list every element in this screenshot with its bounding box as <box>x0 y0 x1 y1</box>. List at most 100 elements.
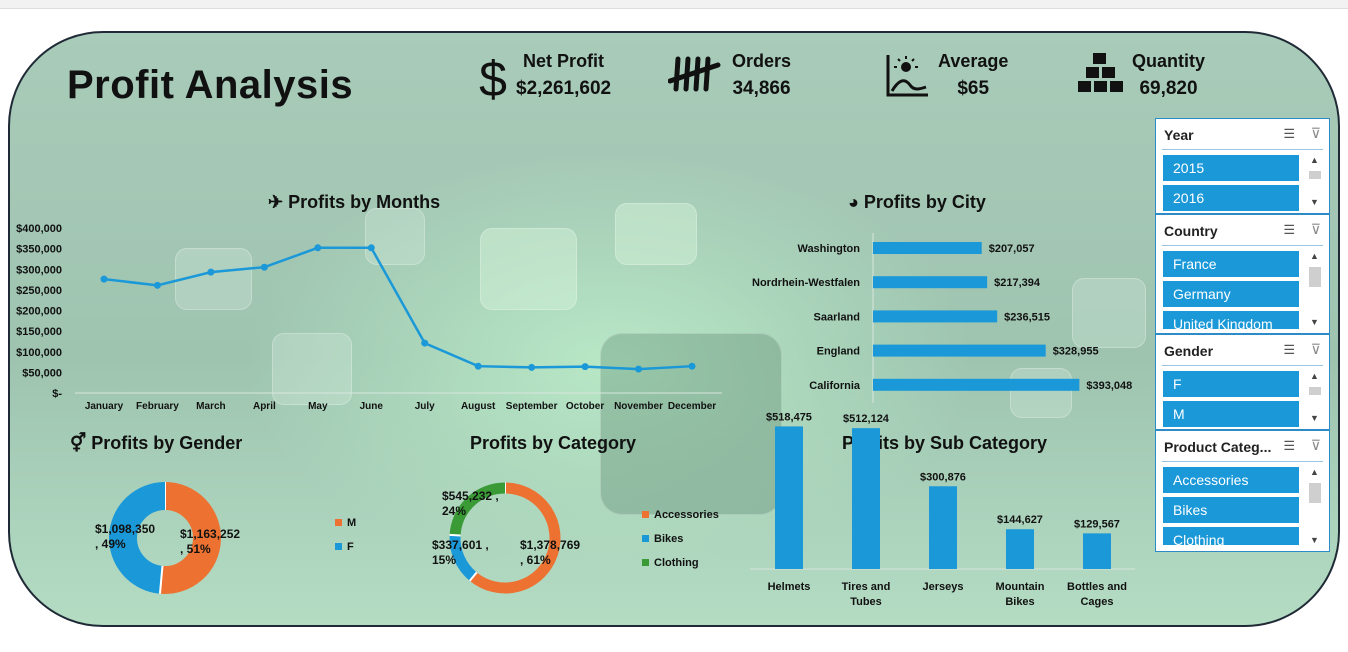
y-tick-label: $150,000 <box>16 326 62 338</box>
kpi-value: 69,820 <box>1139 78 1198 99</box>
legend-swatch <box>642 535 649 542</box>
scroll-down-icon[interactable]: ▼ <box>1310 535 1319 545</box>
scroll-down-icon[interactable]: ▼ <box>1310 413 1319 423</box>
slicer-item[interactable]: Accessories <box>1163 467 1299 493</box>
x-tick-label: July <box>415 401 435 412</box>
subcat-value-label: $512,124 <box>843 413 890 425</box>
scroll-up-icon[interactable]: ▲ <box>1310 155 1319 165</box>
scroll-thumb[interactable] <box>1309 387 1321 395</box>
category-data-label: $337,601 , 15% <box>432 538 489 567</box>
slicer-scrollbar[interactable]: ▲ ▼ <box>1307 371 1323 423</box>
slicer-item[interactable]: Clothing <box>1163 527 1299 545</box>
x-tick-label: May <box>308 401 328 412</box>
scroll-thumb[interactable] <box>1309 267 1321 287</box>
scroll-up-icon[interactable]: ▲ <box>1310 371 1319 381</box>
slicer-scrollbar[interactable]: ▲ ▼ <box>1307 467 1323 545</box>
legend-swatch <box>642 511 649 518</box>
scroll-down-icon[interactable]: ▼ <box>1310 317 1319 327</box>
slicer-gender: Gender ☰ ⊽ F M ▲ ▼ <box>1155 334 1330 430</box>
clear-filter-icon[interactable]: ⊽ <box>1310 437 1321 453</box>
multi-select-icon[interactable]: ☰ <box>1283 342 1295 357</box>
legend-label: Accessories <box>654 509 719 521</box>
slicer-item[interactable]: 2016 <box>1163 185 1299 211</box>
kpi-value: $65 <box>957 78 990 99</box>
slicer-scrollbar[interactable]: ▲ ▼ <box>1307 155 1323 207</box>
slicer-item[interactable]: France <box>1163 251 1299 277</box>
legend-label: F <box>347 541 354 553</box>
y-tick-label: $350,000 <box>16 244 62 256</box>
line-point <box>153 281 161 289</box>
slicer-scrollbar[interactable]: ▲ ▼ <box>1307 251 1323 327</box>
multi-select-icon[interactable]: ☰ <box>1283 222 1295 237</box>
clear-filter-icon[interactable]: ⊽ <box>1310 341 1321 357</box>
y-tick-label: $300,000 <box>16 264 62 276</box>
dashboard-panel: Profit Analysis $ Net Profit $2,261,602 … <box>8 31 1340 627</box>
scroll-up-icon[interactable]: ▲ <box>1310 467 1319 477</box>
city-bar <box>873 310 998 323</box>
slicer-divider <box>1162 149 1323 150</box>
slice-separator <box>158 565 164 594</box>
legend-swatch <box>335 519 342 526</box>
line-point <box>635 365 643 373</box>
clear-filter-icon[interactable]: ⊽ <box>1310 221 1321 237</box>
slicer-header: Country ☰ ⊽ <box>1156 215 1329 245</box>
scroll-up-icon[interactable]: ▲ <box>1310 251 1319 261</box>
x-tick-label: June <box>360 401 384 412</box>
gender-data-label: $1,163,252, 51% <box>180 527 240 556</box>
x-tick-label: October <box>566 401 604 412</box>
kpi-label: Average <box>938 51 1009 71</box>
subcat-bar <box>852 428 880 569</box>
y-tick-label: $250,000 <box>16 285 62 297</box>
city-label: Washington <box>797 243 860 255</box>
slicer-divider <box>1162 461 1323 462</box>
scroll-thumb[interactable] <box>1309 171 1321 179</box>
legend-label: Clothing <box>654 557 699 569</box>
city-chart-title: ◕ Profits by City <box>848 192 986 213</box>
globe-icon: ◕ <box>848 192 859 212</box>
line-point <box>528 363 536 371</box>
slicer-item[interactable]: M <box>1163 401 1299 427</box>
tally-icon <box>667 51 724 100</box>
background-tile <box>365 208 425 265</box>
profit-line-series <box>103 246 693 371</box>
y-tick-label: $400,000 <box>16 223 62 235</box>
subcat-value-label: $518,475 <box>766 411 812 423</box>
slicer-item[interactable]: Bikes <box>1163 497 1299 523</box>
charts-layer: $- $50,000 $100,000 $150,000 $200,000 $250,00… <box>16 223 1135 608</box>
x-tick-label: November <box>614 401 663 412</box>
background-tile <box>1072 278 1146 348</box>
kpi-value: $2,261,602 <box>516 78 612 99</box>
legend-swatch <box>642 559 649 566</box>
category-data-label: $545,232 , 24% <box>442 489 499 518</box>
city-bar <box>873 242 982 254</box>
slicer-header: Product Categ... ☰ ⊽ <box>1156 431 1329 461</box>
y-tick-label: $50,000 <box>22 367 62 379</box>
multi-select-icon[interactable]: ☰ <box>1283 126 1295 141</box>
scroll-thumb[interactable] <box>1309 483 1321 503</box>
slicer-item[interactable]: United Kingdom <box>1163 311 1299 329</box>
subcat-value-label: $300,876 <box>920 471 966 483</box>
city-value-label: $236,515 <box>1004 311 1050 323</box>
subcat-category-label: Tires and Tubes <box>842 581 891 608</box>
slicer-item[interactable]: 2015 <box>1163 155 1299 181</box>
line-point <box>474 362 482 370</box>
boxes-icon <box>1076 51 1124 108</box>
slicer-product-category: Product Categ... ☰ ⊽ Accessories Bikes C… <box>1155 430 1330 552</box>
slicer-divider <box>1162 365 1323 366</box>
dollar-icon: $ <box>478 51 508 110</box>
legend-label: Bikes <box>654 533 683 545</box>
city-label: Nordrhein-Westfalen <box>752 277 860 289</box>
category-slice <box>449 482 506 536</box>
slice-separator <box>468 571 478 582</box>
chart-title-text: Profits by Gender <box>91 433 243 453</box>
slicer-title: Gender <box>1164 343 1214 359</box>
slicer-item[interactable]: F <box>1163 371 1299 397</box>
clear-filter-icon[interactable]: ⊽ <box>1310 125 1321 141</box>
city-label: Saarland <box>814 311 860 323</box>
scroll-down-icon[interactable]: ▼ <box>1310 197 1319 207</box>
multi-select-icon[interactable]: ☰ <box>1283 438 1295 453</box>
background-tile <box>1010 368 1072 418</box>
slicer-country: Country ☰ ⊽ France Germany United Kingdo… <box>1155 214 1330 334</box>
slice-separator <box>449 533 461 537</box>
slicer-item[interactable]: Germany <box>1163 281 1299 307</box>
